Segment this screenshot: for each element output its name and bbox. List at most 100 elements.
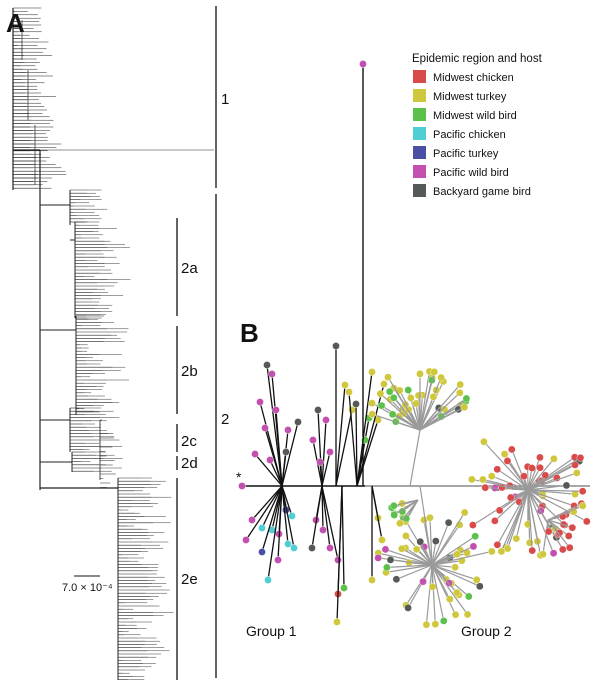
network-edge: [281, 485, 295, 549]
network-edge: [419, 406, 465, 431]
network-edge: [335, 409, 353, 487]
network-edge: [321, 485, 331, 549]
network-node: [564, 532, 573, 540]
root-marker: *: [236, 469, 242, 485]
network-edge: [499, 485, 529, 491]
network-edge: [356, 371, 373, 487]
network-edge: [527, 467, 541, 491]
network-edge: [515, 489, 529, 539]
network-node: [368, 399, 376, 407]
network-edge: [527, 489, 575, 507]
network-edge: [378, 552, 433, 566]
network-node: [258, 548, 266, 556]
network-node: [402, 532, 410, 540]
network-node: [479, 475, 487, 484]
scale-label: 7.0 × 10⁻⁴: [62, 582, 113, 594]
network-node: [385, 387, 394, 396]
network-node: [578, 502, 587, 510]
clade-label-2d: 2d: [181, 455, 198, 472]
network-node: [520, 472, 528, 481]
network-edge: [425, 564, 433, 625]
network-node: [404, 604, 412, 612]
network-node: [345, 388, 353, 396]
network-node: [437, 373, 445, 382]
legend: Epidemic region and host Midwest chicken…: [412, 53, 543, 198]
network-node: [398, 544, 406, 553]
network-node: [468, 475, 476, 484]
network-node: [274, 556, 282, 564]
network-edge: [527, 489, 555, 554]
network-node: [308, 544, 316, 552]
network-node: [568, 523, 577, 532]
network-edge: [419, 541, 433, 566]
network-node: [398, 507, 407, 516]
network-node: [536, 463, 544, 472]
network-node: [444, 518, 453, 527]
network-edge: [527, 489, 564, 550]
network-node: [384, 373, 392, 381]
network-node: [284, 540, 292, 548]
network-node: [528, 464, 536, 472]
network-node: [524, 520, 532, 529]
network-node: [512, 534, 521, 543]
network-node: [248, 516, 256, 524]
legend-items: Midwest chicken Midwest turkey Midwest wil…: [413, 70, 531, 198]
network-node: [562, 481, 571, 490]
network-node: [488, 547, 496, 556]
network-edge: [431, 564, 451, 600]
network-edge: [431, 535, 476, 566]
network-node: [487, 472, 496, 480]
legend-title: Epidemic region and host: [412, 53, 543, 65]
legend-swatch: [413, 165, 426, 178]
network-edge: [380, 393, 421, 431]
legend-swatch: [413, 70, 426, 83]
network-edge: [527, 472, 578, 491]
network-node: [495, 506, 504, 515]
network-node: [536, 453, 544, 462]
network-edge: [281, 485, 293, 517]
network-edge: [496, 489, 529, 546]
clade-label-2c: 2c: [181, 433, 197, 450]
network-edge: [396, 564, 433, 580]
network-node: [476, 582, 484, 591]
legend-label: Midwest chicken: [433, 72, 514, 84]
network-node: [549, 549, 558, 558]
network-edge: [527, 457, 541, 491]
network-node: [396, 519, 404, 528]
network-edge: [431, 512, 466, 566]
network-node: [428, 583, 437, 591]
network-node: [368, 368, 376, 376]
network-node: [432, 537, 440, 545]
network-edge: [399, 499, 419, 524]
network-edge: [527, 489, 542, 556]
network-node: [264, 576, 272, 584]
network-edge: [527, 489, 533, 551]
network-edge: [547, 519, 571, 549]
network-edge: [336, 485, 343, 623]
network-node: [404, 386, 413, 394]
network-edge: [547, 505, 583, 521]
network-edge: [261, 485, 283, 553]
network-node: [388, 410, 397, 419]
network-node: [503, 544, 512, 553]
network-node: [376, 389, 385, 398]
network-edge: [431, 564, 445, 622]
network-node: [431, 620, 440, 628]
network-node: [460, 403, 469, 412]
network-node: [319, 526, 327, 534]
network-node: [497, 547, 506, 556]
network-node: [451, 563, 459, 572]
clade-label-2b: 2b: [181, 363, 198, 380]
network-edge: [321, 451, 331, 487]
network-edge: [527, 489, 588, 522]
clade-label-2: 2: [221, 411, 229, 428]
network-node: [380, 380, 388, 388]
network-node: [578, 487, 587, 496]
network-edge: [254, 453, 283, 487]
network-node: [258, 524, 266, 532]
network-node: [288, 512, 296, 520]
network-edge: [321, 485, 339, 561]
network-node: [284, 426, 292, 434]
network-node: [500, 450, 509, 458]
network-edge: [507, 489, 529, 549]
